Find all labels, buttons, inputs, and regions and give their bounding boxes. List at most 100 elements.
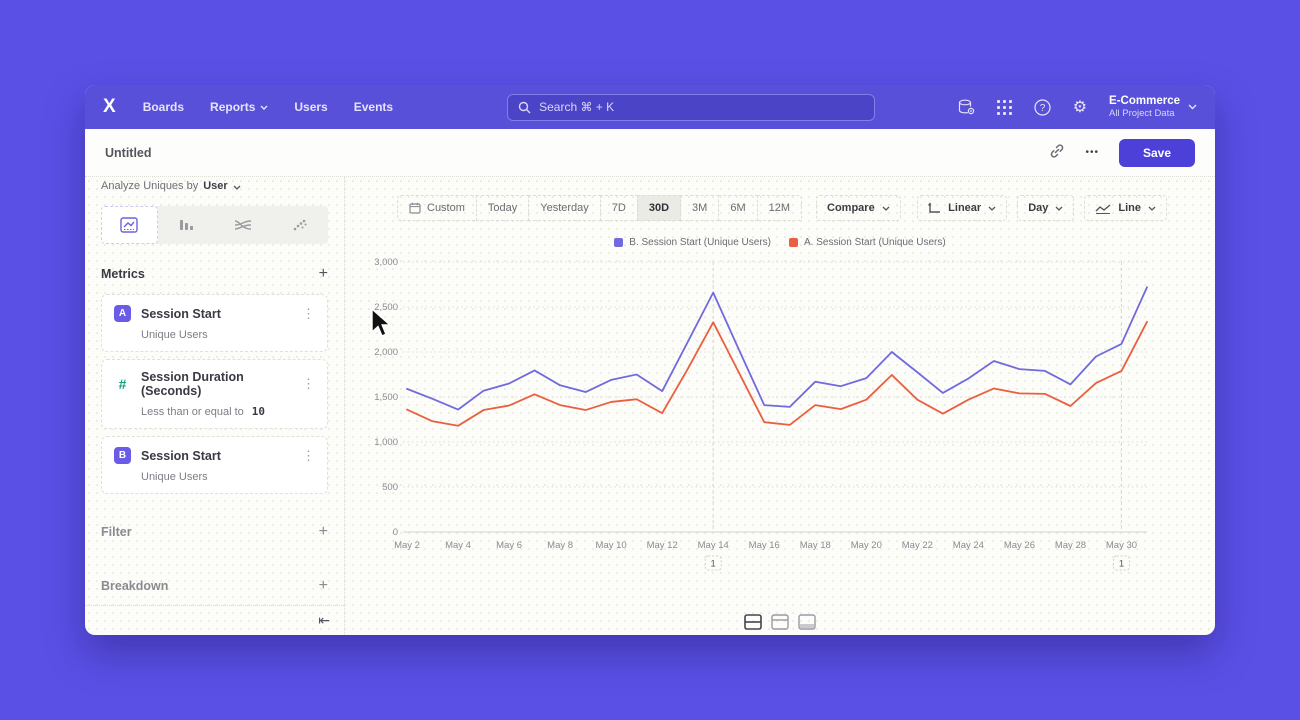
linear-axis-icon <box>928 202 941 213</box>
nav-item-users[interactable]: Users <box>294 100 328 114</box>
series-line[interactable] <box>406 286 1148 411</box>
x-tick-label: May 14 <box>698 540 729 551</box>
y-tick-label: 0 <box>393 527 398 538</box>
nav-item-boards[interactable]: Boards <box>142 100 185 114</box>
x-tick-label: May 4 <box>445 540 471 551</box>
chevron-down-icon <box>882 206 890 211</box>
numeric-property-icon: # <box>118 376 127 392</box>
project-selector[interactable]: E-Commerce All Project Data <box>1109 94 1197 120</box>
analyze-uniques-by[interactable]: Analyze Uniques by User <box>101 177 328 192</box>
breakdown-title: Breakdown <box>101 579 169 593</box>
line-chart-svg[interactable]: 0 500 1,000 1,500 2,000 2,500 3,000 1 1 May 2 May … <box>355 250 1170 580</box>
add-metric-button[interactable]: + <box>318 265 328 282</box>
metric-menu-icon[interactable]: ⋮ <box>302 447 315 463</box>
chevron-down-icon <box>260 105 268 110</box>
project-name: E-Commerce <box>1109 94 1180 107</box>
series-line[interactable] <box>406 320 1148 427</box>
svg-text:?: ? <box>1039 103 1045 114</box>
legend-label: B. Session Start (Unique Users) <box>629 237 771 248</box>
scatter-dots-icon <box>293 219 307 231</box>
tab-retention[interactable] <box>271 206 328 244</box>
add-filter-button[interactable]: + <box>318 523 328 540</box>
data-management-icon[interactable] <box>958 99 975 115</box>
legend-swatch <box>789 238 798 247</box>
x-tick-label: May 20 <box>851 540 882 551</box>
compare-button[interactable]: Compare <box>816 195 901 221</box>
layout-bottom-icon[interactable] <box>798 614 816 630</box>
tab-insights[interactable] <box>101 206 158 244</box>
share-link-icon[interactable] <box>1049 143 1065 162</box>
line-chart-icon <box>120 217 139 233</box>
help-icon[interactable]: ? <box>1034 98 1051 116</box>
settings-gear-icon[interactable]: ⚙ <box>1072 99 1088 116</box>
visualization-tabs <box>101 206 328 244</box>
x-tick-label: May 26 <box>1004 540 1035 551</box>
nav-item-reports[interactable]: Reports <box>210 100 268 114</box>
annotation-marker[interactable]: 1 <box>1112 555 1130 571</box>
metric-condition: Less than or equal to 10 <box>141 405 265 418</box>
report-header: Untitled ••• Save <box>85 129 1215 177</box>
scale-dropdown[interactable]: Linear <box>917 195 1008 221</box>
filter-section: Filter + <box>101 524 328 540</box>
x-tick-label: May 10 <box>596 540 627 551</box>
bar-chart-icon <box>180 220 194 230</box>
metric-card-b[interactable]: B Session Start ⋮ Unique Users <box>101 436 328 494</box>
metric-badge-a: A <box>114 305 131 322</box>
more-options-icon[interactable]: ••• <box>1085 147 1099 158</box>
breakdown-section: Breakdown + <box>101 578 328 594</box>
metric-card-a[interactable]: A Session Start ⋮ Unique Users <box>101 294 328 352</box>
range-30d-button[interactable]: 30D <box>636 195 682 221</box>
x-tick-label: May 30 <box>1106 540 1137 551</box>
chevron-down-icon <box>233 185 241 190</box>
range-today-button[interactable]: Today <box>475 195 530 221</box>
search-icon <box>518 101 531 113</box>
range-custom-button[interactable]: Custom <box>397 195 477 221</box>
x-tick-label: May 22 <box>902 540 933 551</box>
chevron-down-icon <box>988 206 996 211</box>
interval-dropdown[interactable]: Day <box>1017 195 1075 221</box>
range-6m-button[interactable]: 6M <box>718 195 758 221</box>
tab-flows[interactable] <box>215 206 272 244</box>
chart-type-dropdown[interactable]: Line <box>1084 195 1167 221</box>
project-scope: All Project Data <box>1109 108 1175 120</box>
y-tick-label: 1,000 <box>374 437 398 448</box>
metrics-header: Metrics + <box>101 266 328 282</box>
x-tick-label: May 18 <box>800 540 831 551</box>
y-tick-label: 1,500 <box>374 392 398 403</box>
line-chart[interactable]: 0 500 1,000 1,500 2,000 2,500 3,000 1 1 May 2 May … <box>355 250 1215 585</box>
metric-menu-icon[interactable]: ⋮ <box>302 305 315 321</box>
chevron-down-icon <box>1188 104 1197 110</box>
tab-funnels[interactable] <box>158 206 215 244</box>
range-3m-button[interactable]: 3M <box>680 195 720 221</box>
chevron-down-icon <box>1148 206 1156 211</box>
collapse-sidebar-button[interactable]: ⇤ <box>318 612 330 628</box>
y-tick-label: 500 <box>382 482 398 493</box>
mixpanel-logo-icon[interactable]: X <box>103 96 116 117</box>
condition-value[interactable]: 10 <box>251 405 265 418</box>
search-input[interactable]: Search ⌘ + K <box>507 93 876 121</box>
range-12m-button[interactable]: 12M <box>756 195 803 221</box>
app-window: X Boards Reports Users Events Search ⌘ +… <box>85 85 1215 635</box>
metric-subtitle: Unique Users <box>141 329 208 341</box>
metric-badge-b: B <box>114 447 131 464</box>
layout-top-icon[interactable] <box>771 614 789 630</box>
range-7d-button[interactable]: 7D <box>599 195 638 221</box>
apps-grid-icon[interactable] <box>996 99 1012 115</box>
y-tick-label: 3,000 <box>374 257 398 268</box>
legend-label: A. Session Start (Unique Users) <box>804 237 946 248</box>
add-breakdown-button[interactable]: + <box>318 577 328 594</box>
report-title[interactable]: Untitled <box>105 145 152 160</box>
calendar-icon <box>409 202 421 214</box>
line-type-icon <box>1095 203 1111 214</box>
annotation-marker[interactable]: 1 <box>704 555 722 571</box>
layout-split-icon[interactable] <box>744 614 762 630</box>
metric-card-duration[interactable]: # Session Duration (Seconds) ⋮ Less than… <box>101 359 328 429</box>
analyze-value: User <box>203 180 228 192</box>
nav-item-events[interactable]: Events <box>353 100 394 114</box>
range-yesterday-button[interactable]: Yesterday <box>528 195 601 221</box>
metric-menu-icon[interactable]: ⋮ <box>302 376 315 391</box>
legend-item[interactable]: A. Session Start (Unique Users) <box>789 237 946 248</box>
save-button[interactable]: Save <box>1118 138 1195 167</box>
board-layout-toggle <box>744 614 816 630</box>
legend-item[interactable]: B. Session Start (Unique Users) <box>614 237 771 248</box>
